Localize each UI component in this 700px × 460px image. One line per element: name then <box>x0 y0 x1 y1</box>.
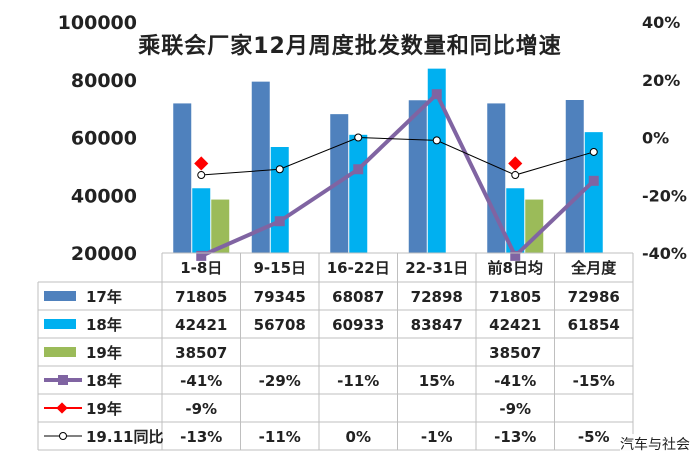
table-cell-value: 42421 <box>175 316 227 334</box>
bar-series-18 <box>506 188 525 253</box>
legend-key-marker <box>59 432 67 440</box>
y-left-tick-label: 40000 <box>71 185 137 207</box>
bar-series-19 <box>211 199 230 253</box>
point-growth-19 <box>508 156 523 171</box>
point-growth-18 <box>431 89 442 100</box>
point-growth-18 <box>510 250 521 261</box>
y-right-tick-label: 40% <box>642 13 680 32</box>
legend-key-bar <box>44 319 76 329</box>
y-left-tick-label: 20000 <box>71 243 137 265</box>
y-left-tick-label: 80000 <box>71 70 137 92</box>
legend-key-marker <box>58 375 68 385</box>
bar-series-18 <box>584 132 603 253</box>
table-cell-value: 15% <box>419 372 455 390</box>
table-cell-value: -41% <box>494 372 536 390</box>
legend-key-bar <box>44 291 76 301</box>
category-label: 全月度 <box>570 259 617 277</box>
table-cell-value: 68087 <box>332 288 384 306</box>
point-growth-18 <box>353 164 364 175</box>
chart-title: 乘联会厂家12月周度批发数量和同比增速 <box>138 34 562 59</box>
table-cell-value: 38507 <box>175 344 227 362</box>
bar-series-17 <box>251 81 270 253</box>
point-growth-1911 <box>511 171 520 180</box>
table-cell-value: -9% <box>185 400 217 418</box>
point-growth-1911 <box>354 133 363 142</box>
legend-key-bar <box>44 347 76 357</box>
table-row-label: 19年 <box>86 344 122 362</box>
point-growth-18 <box>196 250 207 261</box>
bar-series-17 <box>173 103 192 254</box>
table-row-label: 17年 <box>86 288 122 306</box>
table-cell-value: -13% <box>180 428 222 446</box>
legend-key-marker <box>56 402 68 414</box>
table-cell-value: -9% <box>499 400 531 418</box>
table-cell-value: -11% <box>337 372 379 390</box>
point-growth-1911 <box>197 171 206 180</box>
table-cell-value: 83847 <box>411 316 463 334</box>
point-growth-18 <box>274 216 285 227</box>
line-growth-1911 <box>201 136 594 176</box>
category-label: 1-8日 <box>180 259 222 277</box>
line-growth-18 <box>200 92 596 258</box>
table-cell-value: 79345 <box>254 288 306 306</box>
point-growth-1911 <box>432 136 441 145</box>
table-cell-value: -15% <box>573 372 615 390</box>
table-cell-value: -29% <box>259 372 301 390</box>
table-row-label: 19.11同比 <box>86 428 163 446</box>
bar-series-17 <box>565 100 584 253</box>
category-label: 22-31日 <box>405 259 468 277</box>
table-cell-value: -5% <box>578 428 610 446</box>
y-right-tick-label: 20% <box>642 71 680 90</box>
table-cell-value: -11% <box>259 428 301 446</box>
table-cell-value: 72898 <box>411 288 463 306</box>
table-cell-value: -41% <box>180 372 222 390</box>
table-cell-value: 61854 <box>568 316 620 334</box>
bar-series-17 <box>487 103 506 254</box>
bar-series-18 <box>427 68 446 253</box>
table-cell-value: 38507 <box>489 344 541 362</box>
y-right-tick-label: -40% <box>642 244 687 263</box>
table-row-label: 18年 <box>86 372 122 390</box>
bar-series-17 <box>408 100 427 254</box>
point-growth-18 <box>588 175 599 186</box>
table-row-label: 18年 <box>86 316 122 334</box>
table-cell-value: -1% <box>421 428 453 446</box>
table-cell-value: 71805 <box>175 288 227 306</box>
point-growth-1911 <box>275 165 284 174</box>
category-label: 9-15日 <box>253 259 306 277</box>
y-left-tick-label: 100000 <box>58 12 137 34</box>
table-row-label: 19年 <box>86 400 122 418</box>
table-cell-value: 42421 <box>489 316 541 334</box>
y-left-tick-label: 60000 <box>71 128 137 150</box>
table-cell-value: 72986 <box>568 288 620 306</box>
point-growth-19 <box>194 156 209 171</box>
table-cell-value: 60933 <box>332 316 384 334</box>
category-label: 前8日均 <box>488 259 543 277</box>
bar-series-18 <box>270 147 289 253</box>
watermark: 汽车与社会 <box>620 434 690 454</box>
table-cell-value: 0% <box>346 428 371 446</box>
table-cell-value: 56708 <box>254 316 306 334</box>
table-cell-value: 71805 <box>489 288 541 306</box>
bar-series-18 <box>192 188 211 253</box>
y-right-tick-label: -20% <box>642 186 687 205</box>
bar-series-18 <box>349 134 368 253</box>
category-label: 16-22日 <box>327 259 390 277</box>
y-right-tick-label: 0% <box>642 129 669 148</box>
table-cell-value: -13% <box>494 428 536 446</box>
point-growth-1911 <box>589 147 598 156</box>
